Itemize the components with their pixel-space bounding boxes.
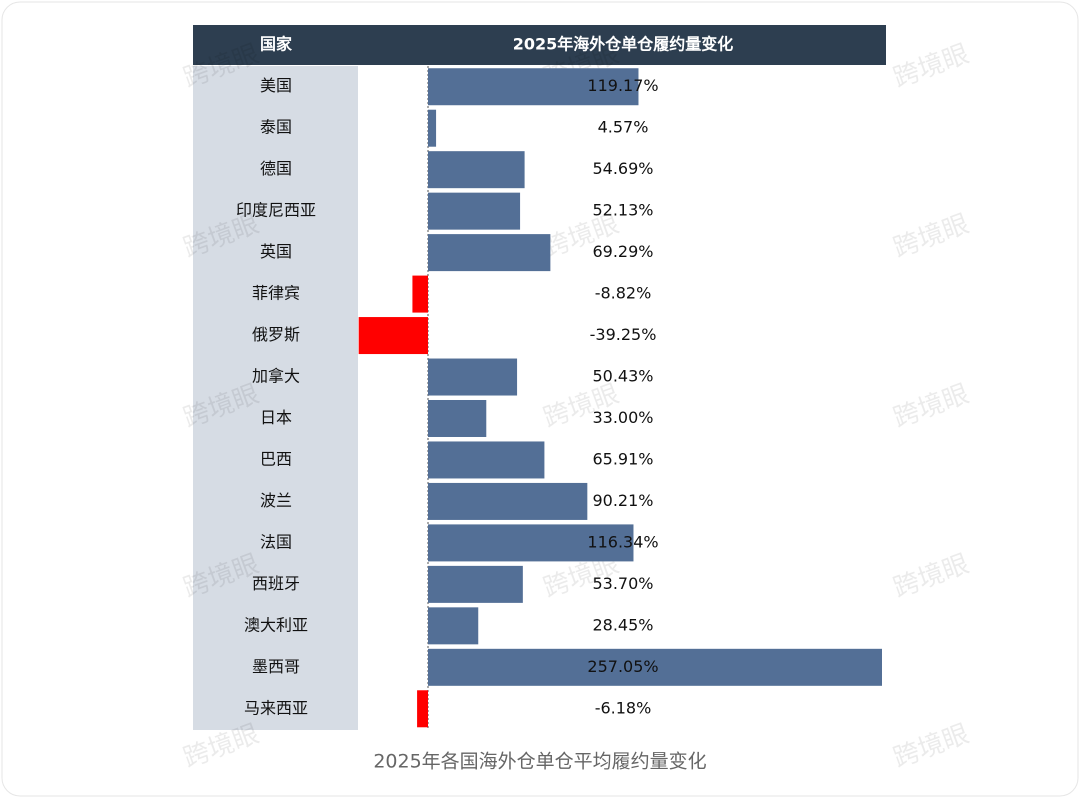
value-label: 65.91% xyxy=(592,449,653,468)
value-label: 69.29% xyxy=(592,242,653,261)
bar xyxy=(428,565,523,603)
bar xyxy=(428,192,521,230)
value-label: -39.25% xyxy=(590,325,657,344)
value-label: -6.18% xyxy=(595,698,652,717)
category-label: 墨西哥 xyxy=(252,657,300,676)
column-header: 国家 xyxy=(260,35,293,54)
category-label: 法国 xyxy=(260,532,292,551)
bar xyxy=(428,441,545,479)
value-label: 4.57% xyxy=(598,118,649,137)
value-label: 53.70% xyxy=(592,574,653,593)
category-label: 马来西亚 xyxy=(244,698,308,717)
category-label: 印度尼西亚 xyxy=(236,201,316,220)
chart-title: 2025年各国海外仓单仓平均履约量变化 xyxy=(373,751,706,773)
category-label: 菲律宾 xyxy=(252,284,300,303)
value-label: 257.05% xyxy=(587,657,658,676)
bar xyxy=(358,317,428,355)
value-label: 116.34% xyxy=(587,532,658,551)
category-label: 加拿大 xyxy=(252,367,300,386)
header-bar xyxy=(193,25,886,65)
bar xyxy=(428,234,551,272)
category-column xyxy=(193,66,358,730)
category-label: 日本 xyxy=(260,408,292,427)
bar xyxy=(428,109,437,147)
category-label: 波兰 xyxy=(260,491,292,510)
bar xyxy=(428,399,487,437)
value-label: 90.21% xyxy=(592,491,653,510)
value-label: 50.43% xyxy=(592,367,653,386)
value-label: 119.17% xyxy=(587,76,658,95)
bar xyxy=(428,648,882,686)
bar xyxy=(428,68,639,106)
category-label: 美国 xyxy=(260,76,292,95)
value-label: 28.45% xyxy=(592,615,653,634)
category-label: 俄罗斯 xyxy=(252,325,300,344)
value-label: -8.82% xyxy=(595,284,652,303)
category-label: 巴西 xyxy=(260,449,292,468)
bar xyxy=(428,607,479,645)
category-label: 英国 xyxy=(260,242,292,261)
category-label: 澳大利亚 xyxy=(244,615,308,634)
category-label: 西班牙 xyxy=(252,574,300,593)
value-label: 33.00% xyxy=(592,408,653,427)
bar xyxy=(428,482,588,520)
column-header: 2025年海外仓单仓履约量变化 xyxy=(513,35,734,54)
category-label: 泰国 xyxy=(260,118,292,137)
bar xyxy=(428,524,634,562)
bar xyxy=(428,358,518,396)
bar xyxy=(412,275,428,313)
bar xyxy=(428,151,525,189)
bar xyxy=(417,690,428,728)
category-label: 德国 xyxy=(260,159,292,178)
value-label: 52.13% xyxy=(592,201,653,220)
value-label: 54.69% xyxy=(592,159,653,178)
